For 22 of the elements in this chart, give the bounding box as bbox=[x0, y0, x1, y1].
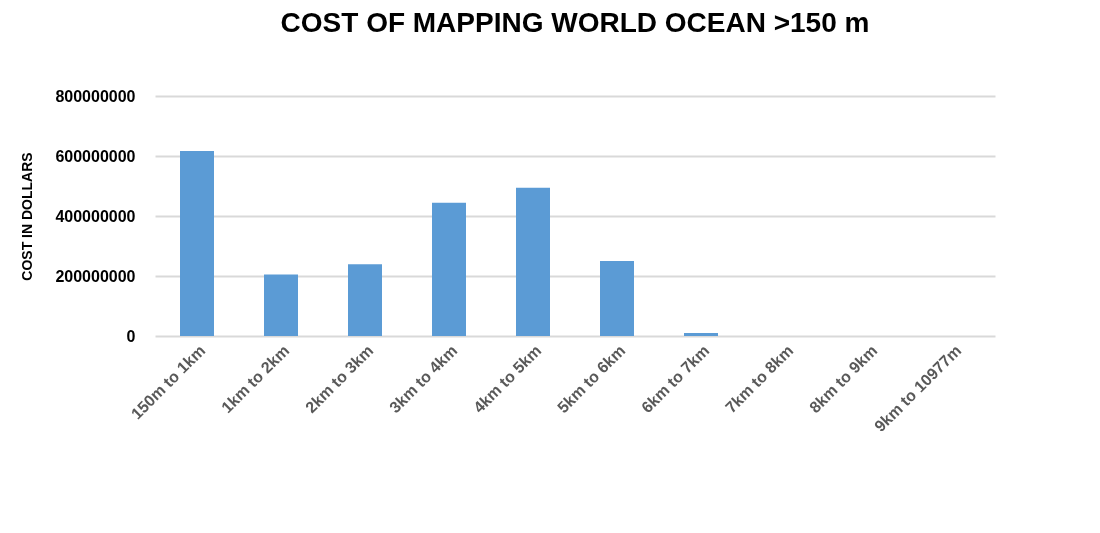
y-tick-label: 800000000 bbox=[55, 87, 136, 105]
y-tick-label: 0 bbox=[126, 327, 136, 345]
x-tick-label: 1km to 2km bbox=[218, 341, 293, 417]
chart-title: COST OF MAPPING WORLD OCEAN >150 m bbox=[280, 7, 870, 38]
bar bbox=[348, 264, 382, 336]
y-tick-label: 600000000 bbox=[55, 147, 136, 165]
bar bbox=[180, 150, 214, 336]
y-tick-label: 200000000 bbox=[55, 267, 136, 285]
bar bbox=[264, 274, 298, 336]
x-tick-label: 3km to 4km bbox=[386, 341, 461, 417]
bar bbox=[516, 187, 550, 336]
x-tick-label: 6km to 7km bbox=[638, 341, 713, 417]
y-axis-title: COST IN DOLLARS bbox=[19, 152, 36, 281]
bar bbox=[600, 261, 634, 336]
x-tick-label: 4km to 5km bbox=[470, 341, 545, 417]
x-tick-label: 8km to 9km bbox=[806, 341, 881, 417]
bar bbox=[684, 333, 718, 336]
x-tick-label: 7km to 8km bbox=[722, 341, 797, 417]
x-tick-label: 2km to 3km bbox=[302, 341, 377, 417]
bar bbox=[432, 202, 466, 336]
x-tick-label: 5km to 6km bbox=[554, 341, 629, 417]
y-tick-label: 400000000 bbox=[55, 207, 136, 225]
